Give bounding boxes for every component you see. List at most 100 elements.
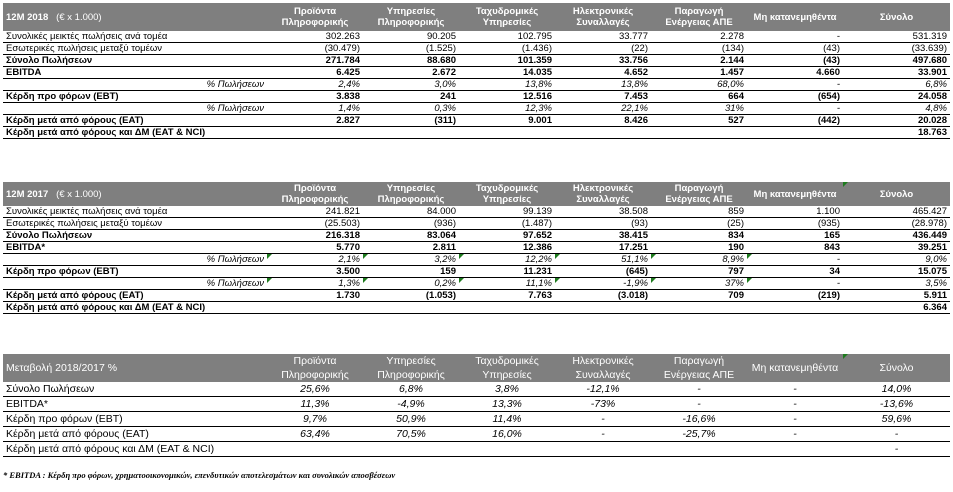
column-header: Παραγωγή Ενέργειας ΑΠΕ bbox=[651, 3, 747, 31]
cell-value: 14,0% bbox=[843, 382, 950, 397]
row-label: Κέρδη μετά από φόρους (EAT) bbox=[3, 114, 267, 127]
cell-value: 465.427 bbox=[843, 206, 950, 218]
cell-value: -16,6% bbox=[651, 411, 747, 427]
header-row: Μεταβολή 2018/2017 % Προϊόντα Πληροφορική… bbox=[3, 354, 950, 382]
cell-value: 83.064 bbox=[363, 229, 459, 242]
table-row: Κέρδη μετά από φόρους και ΔΜ (EAT & NCI)… bbox=[3, 126, 950, 139]
cell-value bbox=[555, 441, 651, 457]
cell-value: 6.364 bbox=[843, 301, 950, 314]
cell-value: 12,2% bbox=[459, 253, 555, 266]
column-header: Προϊόντα Πληροφορικής bbox=[267, 354, 363, 382]
column-header: Παραγωγή Ενέργειας ΑΠΕ bbox=[651, 354, 747, 382]
column-header: Υπηρεσίες Πληροφορικής bbox=[363, 354, 459, 382]
cell-value bbox=[363, 126, 459, 139]
row-label: Κέρδη προ φόρων (EBT) bbox=[3, 265, 267, 278]
cell-value: 241 bbox=[363, 90, 459, 103]
cell-value: - bbox=[747, 426, 843, 442]
cell-value: 88.680 bbox=[363, 54, 459, 67]
cell-value bbox=[651, 301, 747, 314]
cell-value: 0,2% bbox=[363, 277, 459, 290]
cell-value: 709 bbox=[651, 289, 747, 302]
table-row: Κέρδη προ φόρων (EBT) 3.838 241 12.516 7.453… bbox=[3, 90, 950, 103]
row-label: Κέρδη μετά από φόρους και ΔΜ (EAT & NCI) bbox=[3, 301, 267, 314]
cell-value: -1,9% bbox=[555, 277, 651, 290]
table-row: % Πωλήσεων 1,4% 0,3% 12,3% 22,1% 31% -4,8% bbox=[3, 102, 950, 115]
cell-value: 497.680 bbox=[843, 54, 950, 67]
cell-value: 90.205 bbox=[363, 31, 459, 43]
column-header: Ταχυδρομικές Υπηρεσίες bbox=[459, 182, 555, 206]
table-change-2018-2017: Μεταβολή 2018/2017 % Προϊόντα Πληροφορική… bbox=[3, 354, 950, 457]
cell-value: 2,4% bbox=[267, 78, 363, 91]
cell-value: (28.978) bbox=[843, 217, 950, 230]
cell-value bbox=[651, 126, 747, 139]
cell-value: 12,3% bbox=[459, 102, 555, 115]
cell-value: 9,0% bbox=[843, 253, 950, 266]
header-row: 12M 2018 (€ x 1.000) Προϊόντα Πληροφορική… bbox=[3, 3, 950, 31]
cell-value: -13,6% bbox=[843, 396, 950, 412]
cell-value: 1.730 bbox=[267, 289, 363, 302]
cell-value: 302.263 bbox=[267, 31, 363, 43]
cell-value: 34 bbox=[747, 265, 843, 278]
cell-value bbox=[651, 441, 747, 457]
table-row: EBITDA* 11,3% -4,9% 13,3% -73% - - -13,6% bbox=[3, 396, 950, 412]
cell-value: - bbox=[555, 426, 651, 442]
cell-value: (1.487) bbox=[459, 217, 555, 230]
cell-value: 16,0% bbox=[459, 426, 555, 442]
cell-value: (25) bbox=[651, 217, 747, 230]
table-12m-2018: 12M 2018 (€ x 1.000) Προϊόντα Πληροφορική… bbox=[3, 3, 950, 139]
table-row: EBITDA* 5.770 2.811 12.386 17.251 190 843 39.25… bbox=[3, 241, 950, 254]
cell-value: 3,5% bbox=[843, 277, 950, 290]
header-row: 12M 2017 (€ x 1.000) Προϊόντα Πληροφορική… bbox=[3, 182, 950, 206]
row-label: Σύνολο Πωλήσεων bbox=[3, 382, 267, 397]
cell-value: (30.479) bbox=[267, 42, 363, 55]
cell-value: 8,9% bbox=[651, 253, 747, 266]
cell-value: 190 bbox=[651, 241, 747, 254]
cell-value: 33.777 bbox=[555, 31, 651, 43]
table-row: Σύνολο Πωλήσεων 25,6% 6,8% 3,8% -12,1% - -14,0… bbox=[3, 382, 950, 397]
cell-value: 527 bbox=[651, 114, 747, 127]
cell-value bbox=[363, 301, 459, 314]
table-row: EBITDA 6.425 2.672 14.035 4.652 1.457 4.660 33.… bbox=[3, 66, 950, 79]
row-label: Κέρδη προ φόρων (EBT) bbox=[3, 411, 267, 427]
cell-value: 11,3% bbox=[267, 396, 363, 412]
table-row: Εσωτερικές πωλήσεις μεταξύ τομέων (30.479… bbox=[3, 42, 950, 55]
row-label: Εσωτερικές πωλήσεις μεταξύ τομέων bbox=[3, 217, 267, 230]
cell-value: 8.426 bbox=[555, 114, 651, 127]
column-header: Μη κατανεμηθέντα bbox=[747, 3, 843, 31]
table-row: Κέρδη μετά από φόρους (EAT) 63,4% 70,5% 16,… bbox=[3, 426, 950, 442]
cell-value: - bbox=[651, 396, 747, 412]
row-label: EBITDA bbox=[3, 66, 267, 79]
cell-value: (311) bbox=[363, 114, 459, 127]
cell-value: 2.827 bbox=[267, 114, 363, 127]
cell-value: - bbox=[555, 411, 651, 427]
cell-value: (134) bbox=[651, 42, 747, 55]
cell-value: (219) bbox=[747, 289, 843, 302]
row-label: EBITDA* bbox=[3, 396, 267, 412]
table-row: Συνολικές μεικτές πωλήσεις ανά τομέα 302.… bbox=[3, 31, 950, 43]
period-title: 12M 2017 (€ x 1.000) bbox=[3, 182, 267, 206]
cell-value: 11,4% bbox=[459, 411, 555, 427]
table-row: Συνολικές μεικτές πωλήσεις ανά τομέα 241.… bbox=[3, 206, 950, 218]
cell-value: 9,7% bbox=[267, 411, 363, 427]
cell-value: 6.425 bbox=[267, 66, 363, 79]
row-label: % Πωλήσεων bbox=[3, 277, 267, 290]
column-header: Παραγωγή Ενέργειας ΑΠΕ bbox=[651, 182, 747, 206]
table-12m-2017: 12M 2017 (€ x 1.000) Προϊόντα Πληροφορική… bbox=[3, 182, 950, 314]
column-header: Υπηρεσίες Πληροφορικής bbox=[363, 182, 459, 206]
cell-value bbox=[555, 126, 651, 139]
cell-value: 2.811 bbox=[363, 241, 459, 254]
row-label: % Πωλήσεων bbox=[3, 253, 267, 266]
cell-value: 25,6% bbox=[267, 382, 363, 397]
cell-value: - bbox=[747, 253, 843, 266]
cell-value: 6,8% bbox=[843, 78, 950, 91]
cell-value: (1.436) bbox=[459, 42, 555, 55]
table-row: Κέρδη προ φόρων (EBT) 9,7% 50,9% 11,4% - -16,… bbox=[3, 411, 950, 427]
cell-value: 51,1% bbox=[555, 253, 651, 266]
row-label: Συνολικές μεικτές πωλήσεις ανά τομέα bbox=[3, 31, 267, 43]
table-row: Κέρδη μετά από φόρους και ΔΜ (EAT & NCI)… bbox=[3, 441, 950, 457]
cell-value: 3,8% bbox=[459, 382, 555, 397]
cell-value bbox=[363, 441, 459, 457]
table-row: Κέρδη μετά από φόρους και ΔΜ (EAT & NCI)… bbox=[3, 301, 950, 314]
cell-value: 20.028 bbox=[843, 114, 950, 127]
column-header: Ταχυδρομικές Υπηρεσίες bbox=[459, 354, 555, 382]
